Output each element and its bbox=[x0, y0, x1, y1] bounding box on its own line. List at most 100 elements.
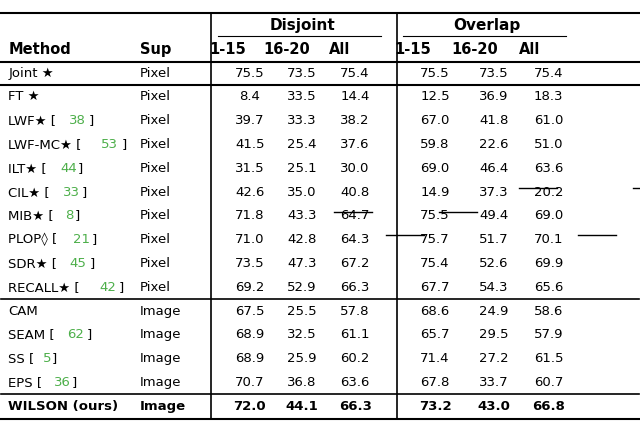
Text: SDR★ [: SDR★ [ bbox=[8, 257, 58, 270]
Text: 61.1: 61.1 bbox=[340, 328, 370, 342]
Text: 72.0: 72.0 bbox=[234, 400, 266, 413]
Text: 42.8: 42.8 bbox=[287, 233, 317, 246]
Text: 22.6: 22.6 bbox=[479, 138, 508, 151]
Text: 66.3: 66.3 bbox=[340, 281, 370, 294]
Text: 43.3: 43.3 bbox=[287, 209, 317, 223]
Text: 67.2: 67.2 bbox=[340, 257, 370, 270]
Text: 57.8: 57.8 bbox=[340, 305, 370, 318]
Text: 69.9: 69.9 bbox=[534, 257, 563, 270]
Text: 44.1: 44.1 bbox=[285, 400, 319, 413]
Text: 61.5: 61.5 bbox=[534, 352, 563, 365]
Text: 52.9: 52.9 bbox=[287, 281, 317, 294]
Text: Pixel: Pixel bbox=[140, 186, 171, 199]
Text: 53: 53 bbox=[100, 138, 118, 151]
Text: 1-15: 1-15 bbox=[209, 42, 246, 56]
Text: ]: ] bbox=[88, 114, 94, 127]
Text: 27.2: 27.2 bbox=[479, 352, 509, 365]
Text: 8: 8 bbox=[65, 209, 74, 223]
Text: FT ★: FT ★ bbox=[8, 90, 40, 103]
Text: 65.7: 65.7 bbox=[420, 328, 450, 342]
Text: 70.1: 70.1 bbox=[534, 233, 563, 246]
Text: Pixel: Pixel bbox=[140, 114, 171, 127]
Text: 73.5: 73.5 bbox=[287, 66, 317, 80]
Text: 25.4: 25.4 bbox=[287, 138, 317, 151]
Text: 49.4: 49.4 bbox=[479, 209, 508, 223]
Text: 43.0: 43.0 bbox=[477, 400, 510, 413]
Text: ]: ] bbox=[51, 352, 56, 365]
Text: 60.2: 60.2 bbox=[340, 352, 370, 365]
Text: 39.7: 39.7 bbox=[235, 114, 264, 127]
Text: 51.7: 51.7 bbox=[479, 233, 509, 246]
Text: 31.5: 31.5 bbox=[235, 162, 264, 175]
Text: Image: Image bbox=[140, 376, 181, 389]
Text: Disjoint: Disjoint bbox=[269, 18, 335, 33]
Text: ]: ] bbox=[81, 186, 86, 199]
Text: 16-20: 16-20 bbox=[451, 42, 498, 56]
Text: LWF-MC★ [: LWF-MC★ [ bbox=[8, 138, 82, 151]
Text: RECALL★ [: RECALL★ [ bbox=[8, 281, 80, 294]
Text: 63.6: 63.6 bbox=[534, 162, 563, 175]
Text: Pixel: Pixel bbox=[140, 90, 171, 103]
Text: 21: 21 bbox=[73, 233, 90, 246]
Text: 1-15: 1-15 bbox=[394, 42, 431, 56]
Text: 67.5: 67.5 bbox=[235, 305, 264, 318]
Text: 61.0: 61.0 bbox=[534, 114, 563, 127]
Text: 52.6: 52.6 bbox=[479, 257, 508, 270]
Text: Overlap: Overlap bbox=[454, 18, 521, 33]
Text: 14.9: 14.9 bbox=[420, 186, 450, 199]
Text: Image: Image bbox=[140, 400, 186, 413]
Text: 35.0: 35.0 bbox=[287, 186, 317, 199]
Text: 38: 38 bbox=[68, 114, 85, 127]
Text: 70.7: 70.7 bbox=[235, 376, 264, 389]
Text: 51.0: 51.0 bbox=[534, 138, 563, 151]
Text: Image: Image bbox=[140, 305, 181, 318]
Text: 57.9: 57.9 bbox=[534, 328, 563, 342]
Text: 75.4: 75.4 bbox=[534, 66, 563, 80]
Text: All: All bbox=[519, 42, 540, 56]
Text: 37.6: 37.6 bbox=[340, 138, 370, 151]
Text: Pixel: Pixel bbox=[140, 162, 171, 175]
Text: 20.2: 20.2 bbox=[534, 186, 563, 199]
Text: 36.9: 36.9 bbox=[479, 90, 508, 103]
Text: 69.0: 69.0 bbox=[534, 209, 563, 223]
Text: 40.8: 40.8 bbox=[340, 186, 370, 199]
Text: SEAM [: SEAM [ bbox=[8, 328, 55, 342]
Text: 41.5: 41.5 bbox=[235, 138, 264, 151]
Text: 25.9: 25.9 bbox=[287, 352, 317, 365]
Text: 41.8: 41.8 bbox=[479, 114, 508, 127]
Text: 29.5: 29.5 bbox=[479, 328, 508, 342]
Text: 33.3: 33.3 bbox=[287, 114, 317, 127]
Text: 73.5: 73.5 bbox=[479, 66, 509, 80]
Text: 47.3: 47.3 bbox=[287, 257, 317, 270]
Text: 36: 36 bbox=[54, 376, 70, 389]
Text: 66.8: 66.8 bbox=[532, 400, 565, 413]
Text: PLOP◊ [: PLOP◊ [ bbox=[8, 233, 58, 247]
Text: 73.5: 73.5 bbox=[235, 257, 264, 270]
Text: 64.3: 64.3 bbox=[340, 233, 370, 246]
Text: Pixel: Pixel bbox=[140, 281, 171, 294]
Text: 5: 5 bbox=[43, 352, 51, 365]
Text: 46.4: 46.4 bbox=[479, 162, 508, 175]
Text: 68.9: 68.9 bbox=[235, 352, 264, 365]
Text: LWF★ [: LWF★ [ bbox=[8, 114, 56, 127]
Text: 65.6: 65.6 bbox=[534, 281, 563, 294]
Text: 16-20: 16-20 bbox=[264, 42, 310, 56]
Text: Pixel: Pixel bbox=[140, 66, 171, 80]
Text: Sup: Sup bbox=[140, 42, 172, 56]
Text: Pixel: Pixel bbox=[140, 257, 171, 270]
Text: ]: ] bbox=[90, 257, 95, 270]
Text: Pixel: Pixel bbox=[140, 209, 171, 223]
Text: 67.0: 67.0 bbox=[420, 114, 450, 127]
Text: 69.0: 69.0 bbox=[420, 162, 449, 175]
Text: MIB★ [: MIB★ [ bbox=[8, 209, 54, 223]
Text: 33: 33 bbox=[63, 186, 80, 199]
Text: 25.1: 25.1 bbox=[287, 162, 317, 175]
Text: 25.5: 25.5 bbox=[287, 305, 317, 318]
Text: 60.7: 60.7 bbox=[534, 376, 563, 389]
Text: 71.8: 71.8 bbox=[235, 209, 264, 223]
Text: 38.2: 38.2 bbox=[340, 114, 370, 127]
Text: SS [: SS [ bbox=[8, 352, 35, 365]
Text: WILSON (ours): WILSON (ours) bbox=[8, 400, 118, 413]
Text: 75.5: 75.5 bbox=[235, 66, 264, 80]
Text: Pixel: Pixel bbox=[140, 138, 171, 151]
